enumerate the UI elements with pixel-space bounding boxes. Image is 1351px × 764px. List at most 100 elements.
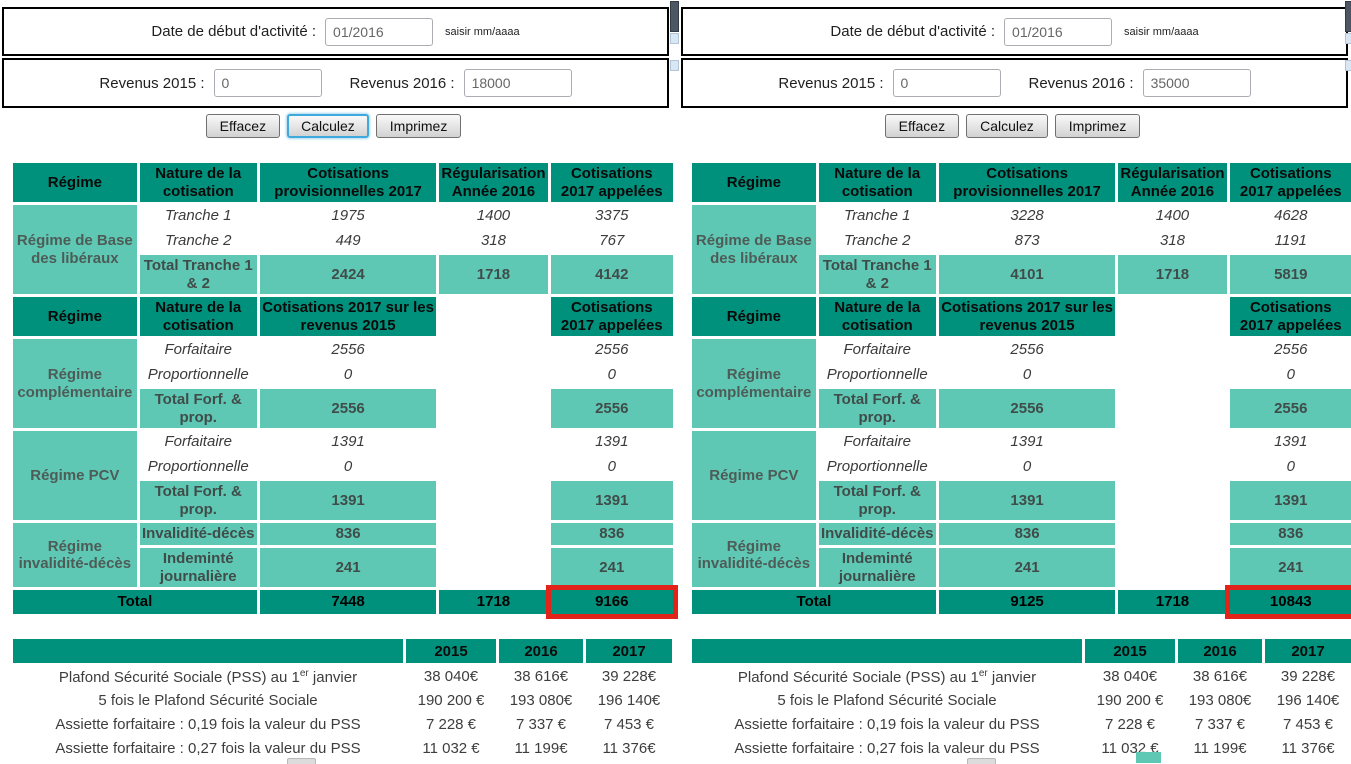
pss-row: Plafond Sécurité Sociale (PSS) au 1er ja…	[692, 666, 1351, 687]
pss-header-row: 2015 2016 2017	[692, 639, 1351, 663]
pss-row1-v2015: 38 040€	[423, 668, 479, 685]
scrollbar-thumb[interactable]	[1345, 1, 1351, 32]
scrollbar-revenus-box[interactable]	[1345, 60, 1351, 72]
table-row: Régime invalidité-décès Invalidité-décès…	[692, 523, 1351, 587]
total-tranche-label: Total Tranche 1 & 2	[139, 255, 257, 294]
pss-header-row: 2015 2016 2017	[13, 639, 672, 663]
group-regime-pcv: Régime PCV	[692, 431, 816, 520]
pcv-prop-label: Proportionnelle	[826, 458, 928, 476]
tranche2-regul: 318	[480, 232, 506, 250]
inv-label: Invalidité-décès	[818, 523, 936, 545]
effacez-button[interactable]: Effacez	[884, 114, 960, 138]
date-hint: saisir mm/aaaa	[1124, 25, 1199, 38]
pss-header-empty	[13, 639, 403, 663]
scrollbar-date-box[interactable]	[1345, 1, 1351, 44]
empty-cell	[1118, 364, 1227, 386]
header-regularisation: Régularisation Année 2016	[1118, 163, 1227, 202]
empty-cell	[439, 456, 548, 478]
imprimez-button[interactable]: Imprimez	[375, 114, 462, 138]
pss-row3-v2015: 7 228 €	[1104, 716, 1156, 733]
inv-appelees: 836	[550, 523, 673, 545]
scrollbar-date-box[interactable]	[670, 1, 679, 44]
pss-row1-v2016: 38 616€	[1192, 668, 1248, 685]
tranche2-prov: 873	[1014, 232, 1040, 250]
comp-total-val: 2556	[938, 389, 1116, 428]
pss-row2-v2016: 193 080€	[509, 692, 573, 709]
table-row: Total Tranche 1 & 2 2424 1718 4142	[13, 255, 673, 294]
pss-row1-v2017: 39 228€	[601, 668, 657, 685]
header-appelees: Cotisations 2017 appelées	[550, 163, 673, 202]
rev2015-input[interactable]	[892, 69, 1001, 97]
date-input[interactable]	[1004, 17, 1113, 46]
tranche2-prov: 449	[335, 232, 361, 250]
header2-sur-revenus: Cotisations 2017 sur les revenus 2015	[259, 297, 437, 336]
table-header-row-2: Régime Nature de la cotisation Cotisatio…	[13, 297, 673, 336]
header-regime: Régime	[13, 163, 137, 202]
date-label: Date de début d'activité :	[830, 23, 996, 40]
rev2016-input[interactable]	[463, 69, 572, 97]
group-regime-inv: Régime invalidité-décès	[13, 523, 137, 587]
empty-cell	[439, 389, 548, 428]
pss-row2-v2015: 190 200 €	[417, 692, 485, 709]
scrollbar-down-button[interactable]	[670, 33, 679, 44]
pss-row1-label: Plafond Sécurité Sociale (PSS) au 1er ja…	[13, 666, 403, 687]
tranche1-regul: 1400	[476, 207, 511, 225]
pcv-forf-appelees: 1391	[595, 433, 629, 451]
empty-cell	[1118, 389, 1227, 428]
table-row: Total Forf. & prop. 1391 1391	[13, 481, 673, 520]
pss-year-2017: 2017	[1265, 639, 1351, 663]
pss-row: Assiette forfaitaire : 0,19 fois la vale…	[13, 714, 672, 735]
pcv-prop-appelees: 0	[607, 458, 616, 476]
tranche2-appelees: 1191	[1274, 232, 1307, 250]
pss-row1-sup: er	[978, 667, 988, 679]
scrollbar-revenus-box[interactable]	[670, 60, 679, 72]
rev2015-input[interactable]	[213, 69, 322, 97]
cutoff-element	[287, 758, 316, 764]
pss-row1-v2015: 38 040€	[1102, 668, 1158, 685]
pss-year-2015: 2015	[1085, 639, 1175, 663]
comp-forf-label: Forfaitaire	[164, 341, 232, 359]
inv-appelees: 836	[1229, 523, 1351, 545]
comp-total-val: 2556	[259, 389, 437, 428]
table-row: Tranche 2 449 318 767	[13, 230, 673, 252]
imprimez-button[interactable]: Imprimez	[1054, 114, 1141, 138]
scrollbar-up-button[interactable]	[1345, 60, 1351, 71]
header-provisionnelles: Cotisations provisionnelles 2017	[938, 163, 1116, 202]
inv-val: 836	[259, 523, 437, 545]
table-row: Régime invalidité-décès Invalidité-décès…	[13, 523, 673, 587]
total-prov: 9125	[938, 590, 1116, 614]
tranche2-regul: 318	[1159, 232, 1185, 250]
table-row: Régime complémentaire Forfaitaire 2556 2…	[692, 339, 1351, 428]
calculez-button[interactable]: Calculez	[966, 114, 1048, 138]
calculez-button[interactable]: Calculez	[287, 114, 369, 138]
pss-row4-v2015: 11 032 €	[1101, 740, 1159, 757]
ind-val: 241	[938, 548, 1116, 587]
rev2016-input[interactable]	[1142, 69, 1251, 97]
pss-row: Assiette forfaitaire : 0,27 fois la vale…	[692, 738, 1351, 759]
effacez-button[interactable]: Effacez	[205, 114, 281, 138]
pss-year-2016: 2016	[1178, 639, 1262, 663]
total-tranche-label: Total Tranche 1 & 2	[818, 255, 936, 294]
tranche1-prov: 3228	[1010, 207, 1044, 225]
pss-row3-v2016: 7 337 €	[515, 716, 567, 733]
empty-cell	[1118, 431, 1227, 453]
table-row: Tranche 2 873 318 1191	[692, 230, 1351, 252]
scrollbar-down-button[interactable]	[1345, 33, 1351, 44]
revenus-form-box: Revenus 2015 : Revenus 2016 :	[681, 58, 1348, 108]
pcv-total-label: Total Forf. & prop.	[139, 481, 257, 520]
scrollbar-thumb[interactable]	[670, 1, 679, 32]
header2-regime: Régime	[692, 297, 816, 336]
date-input[interactable]	[325, 17, 434, 46]
empty-cell	[1118, 481, 1227, 520]
scrollbar-up-button[interactable]	[670, 60, 679, 71]
total-prov: 7448	[259, 590, 437, 614]
pss-row: 5 fois le Plafond Sécurité Sociale 190 2…	[692, 690, 1351, 711]
pss-row3-v2016: 7 337 €	[1194, 716, 1246, 733]
tranche1-prov: 1975	[331, 207, 365, 225]
total-tranche-prov: 2424	[259, 255, 437, 294]
pss-row4-label: Assiette forfaitaire : 0,27 fois la vale…	[734, 740, 1040, 757]
calculator-panel-right: Date de début d'activité : saisir mm/aaa…	[679, 0, 1351, 764]
ind-label: Indeminté journalière	[818, 548, 936, 587]
header-nature: Nature de la cotisation	[818, 163, 936, 202]
cotisations-table: Régime Nature de la cotisation Cotisatio…	[10, 160, 679, 619]
